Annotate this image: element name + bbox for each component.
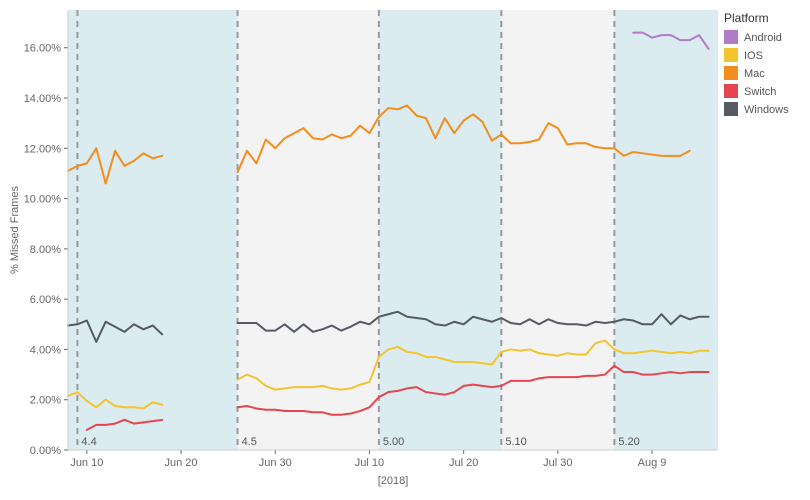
version-marker-label: 5.10 [505,436,526,448]
chart-svg: 0.00% 2.00% 4.00% 6.00% 8.00% 10.00% 12.00% 14.… [0,0,810,500]
plot-band [614,10,718,450]
y-tick-label: 0.00% [30,445,61,457]
legend-swatch [724,66,738,80]
y-tick-label: 2.00% [30,395,61,407]
missed-frames-chart: 0.00% 2.00% 4.00% 6.00% 8.00% 10.00% 12.00% 14.… [0,0,810,500]
legend-label: Android [744,32,782,44]
plot-band [68,10,238,450]
x-tick-label: Jul 10 [355,457,384,469]
x-axis-title: [2018] [378,475,409,487]
x-tick-label: Aug 9 [638,457,667,469]
plot-band [501,10,614,450]
plot-band [238,10,379,450]
version-marker-label: 5.00 [383,436,404,448]
x-tick-label: Jul 20 [449,457,478,469]
legend-label: Switch [744,86,776,98]
y-tick-label: 14.00% [24,93,62,105]
y-axis-title: % Missed Frames [9,185,21,274]
x-tick-label: Jun 30 [259,457,292,469]
legend-swatch [724,48,738,62]
y-tick-label: 12.00% [24,143,62,155]
legend-swatch [724,102,738,116]
x-tick-label: Jun 20 [165,457,198,469]
plot-band [379,10,501,450]
version-marker-label: 4.4 [81,436,96,448]
y-tick-label: 10.00% [24,194,62,206]
x-tick-label: Jun 10 [70,457,103,469]
y-tick-label: 6.00% [30,294,61,306]
version-marker-label: 4.5 [242,436,257,448]
y-tick-label: 16.00% [24,43,62,55]
legend-label: Windows [744,104,789,116]
legend-label: Mac [744,68,765,80]
version-marker-label: 5.20 [618,436,639,448]
y-tick-label: 8.00% [30,244,61,256]
y-tick-label: 4.00% [30,344,61,356]
legend-title: Platform [724,11,769,25]
legend-swatch [724,84,738,98]
legend-swatch [724,30,738,44]
x-tick-label: Jul 30 [543,457,572,469]
legend-label: IOS [744,50,763,62]
